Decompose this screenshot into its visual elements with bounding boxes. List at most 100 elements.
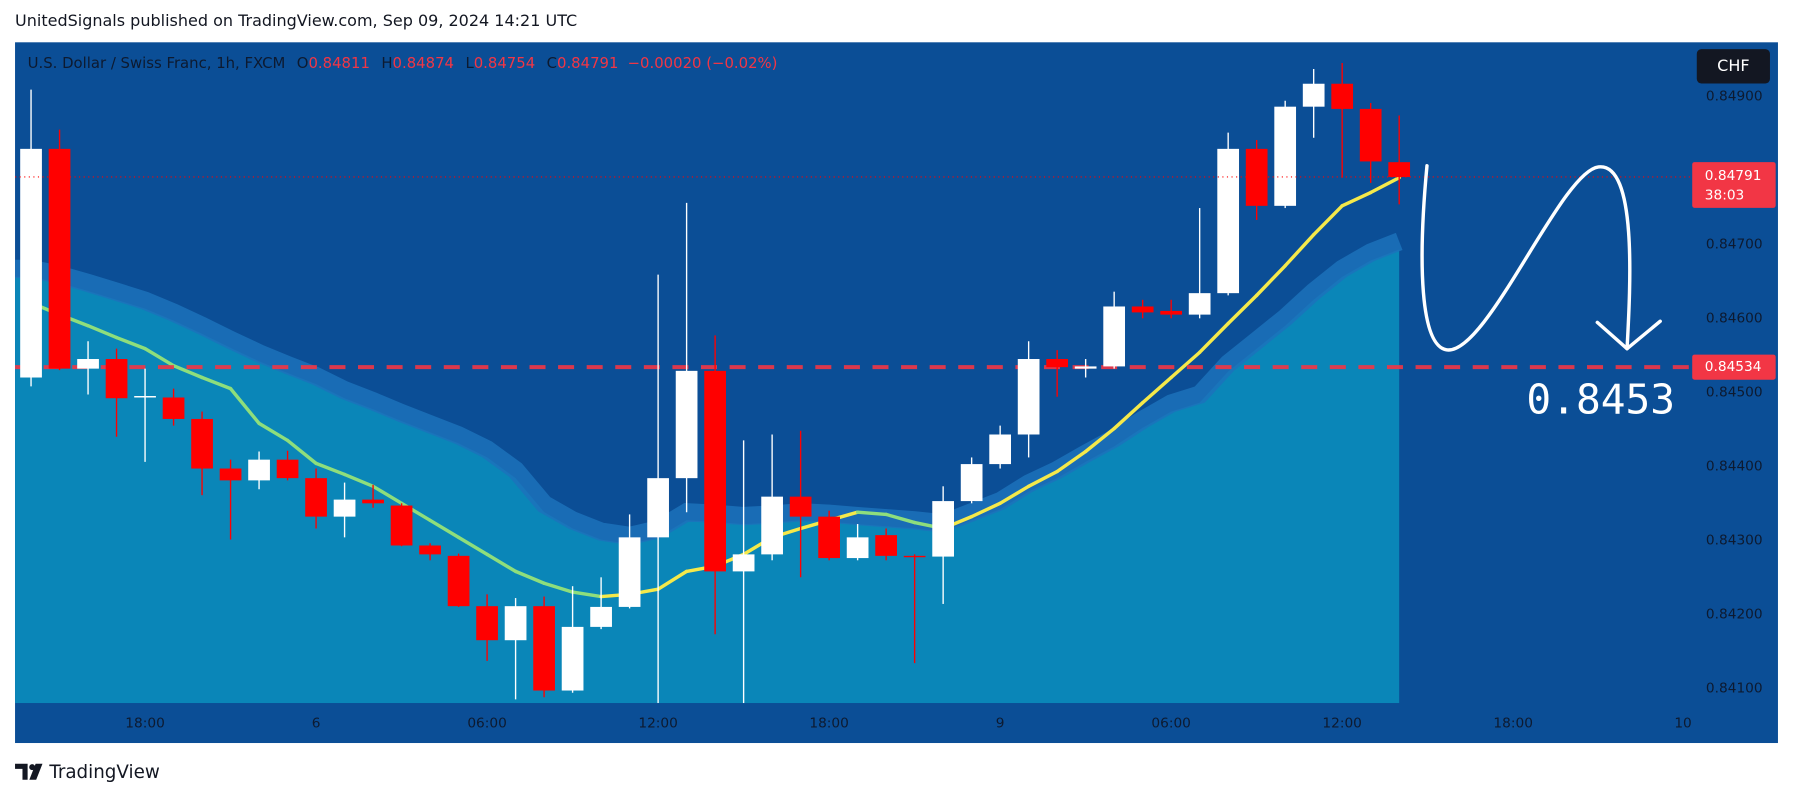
candle-body [1160,310,1183,315]
legend-value: 0.84874 [393,54,454,72]
candle-body [105,359,128,399]
hand-drawn-arrow [1420,164,1632,352]
candle-body [1046,359,1069,368]
publish-header: UnitedSignals published on TradingView.c… [15,11,577,30]
ma-line [1169,350,1202,380]
ma-line [513,569,546,585]
ma-line [1055,449,1088,474]
x-tick-label: 18:00 [1493,716,1533,732]
legend: U.S. Dollar / Swiss Franc, 1h, FXCM O0.84… [28,54,778,72]
candle-body [932,501,954,557]
level-price-label: 0.84534 [1705,359,1762,375]
ma-line [342,472,375,489]
candle-body [960,464,983,502]
ma-line [542,581,575,594]
legend-value: 0.84811 [308,54,369,72]
candle-body [1359,108,1382,162]
x-tick-label: 9 [996,716,1005,732]
x-tick-label: 12:00 [1322,716,1362,732]
candle-body [48,148,71,369]
candle-body [761,496,783,555]
ma-line [257,421,290,443]
currency-label[interactable]: CHF [1717,56,1749,75]
candle-body [333,499,356,517]
ma-line [200,375,233,391]
x-tick-label: 10 [1674,716,1691,732]
candle-body [447,555,470,607]
candle-body [476,606,498,641]
y-tick-label: 0.84200 [1706,606,1763,622]
candle-body [875,535,897,556]
ma-line [1254,264,1287,298]
candle-body [362,499,384,504]
candle-body [818,516,840,559]
candle-body [704,370,726,572]
x-tick-label: 18:00 [125,716,165,732]
currency-box[interactable] [1696,49,1770,84]
y-tick-label: 0.84400 [1706,458,1763,474]
x-tick-label: 12:00 [638,716,677,732]
candle-body [561,626,584,691]
ma-line [143,346,176,368]
candle-body [1388,162,1411,177]
ma-area [15,249,1400,704]
ma-line [1026,469,1059,489]
legend-key: H [381,54,392,72]
countdown-label: 38:03 [1705,187,1745,203]
y-tick-label: 0.84500 [1706,384,1763,400]
legend-key: O [297,54,309,72]
candle-body [20,148,42,378]
ma-line [884,512,917,525]
arrow-head [1595,319,1662,351]
ma-line [1311,204,1344,237]
legend-key: C [547,54,557,72]
candle-body [1245,148,1268,206]
candle-body [1131,306,1154,313]
candle-body [191,418,213,469]
ma-line [371,484,404,506]
candle-body [305,478,327,517]
ma-line [314,461,347,477]
ma-band [15,232,1403,546]
candle-body [618,537,641,607]
ma-line [86,324,119,340]
y-tick-label: 0.84600 [1706,310,1763,326]
x-tick-label: 6 [312,716,321,732]
candle-body [1274,106,1297,206]
candle-body [1302,83,1325,107]
ma-line [969,501,1002,519]
x-tick-label: 06:00 [1151,716,1191,732]
x-tick-label: 06:00 [467,716,506,732]
candle-body [533,606,555,691]
ma-line [656,569,689,591]
candle-body [248,459,270,481]
ma-line [1226,293,1259,326]
footer-brand: TradingView [48,762,160,783]
legend-value: 0.84754 [474,54,535,72]
ma-line [1140,375,1173,405]
ma-line [171,363,204,380]
candle-body [732,554,755,572]
ma-line [285,438,318,466]
ma-line [1368,176,1401,195]
legend-change: −0.00020 (−0.02%) [628,54,778,72]
candle-body [134,396,156,398]
last-price-label: 0.84791 [1705,168,1762,184]
candle-body [390,505,413,546]
legend-value: 0.84791 [557,54,618,72]
ma-line [1083,426,1116,454]
candle-body [276,459,299,479]
candle-body [846,537,869,559]
candle-body [590,606,612,627]
ma-line [570,590,603,599]
footer-background [0,743,1793,798]
candle-body [1074,366,1097,369]
ma-line [1340,190,1373,208]
candle-body [1188,293,1211,315]
last-price-tag [1692,162,1776,208]
candle-body [1103,306,1126,367]
ma-line [998,484,1031,506]
y-tick-label: 0.84700 [1706,236,1763,252]
